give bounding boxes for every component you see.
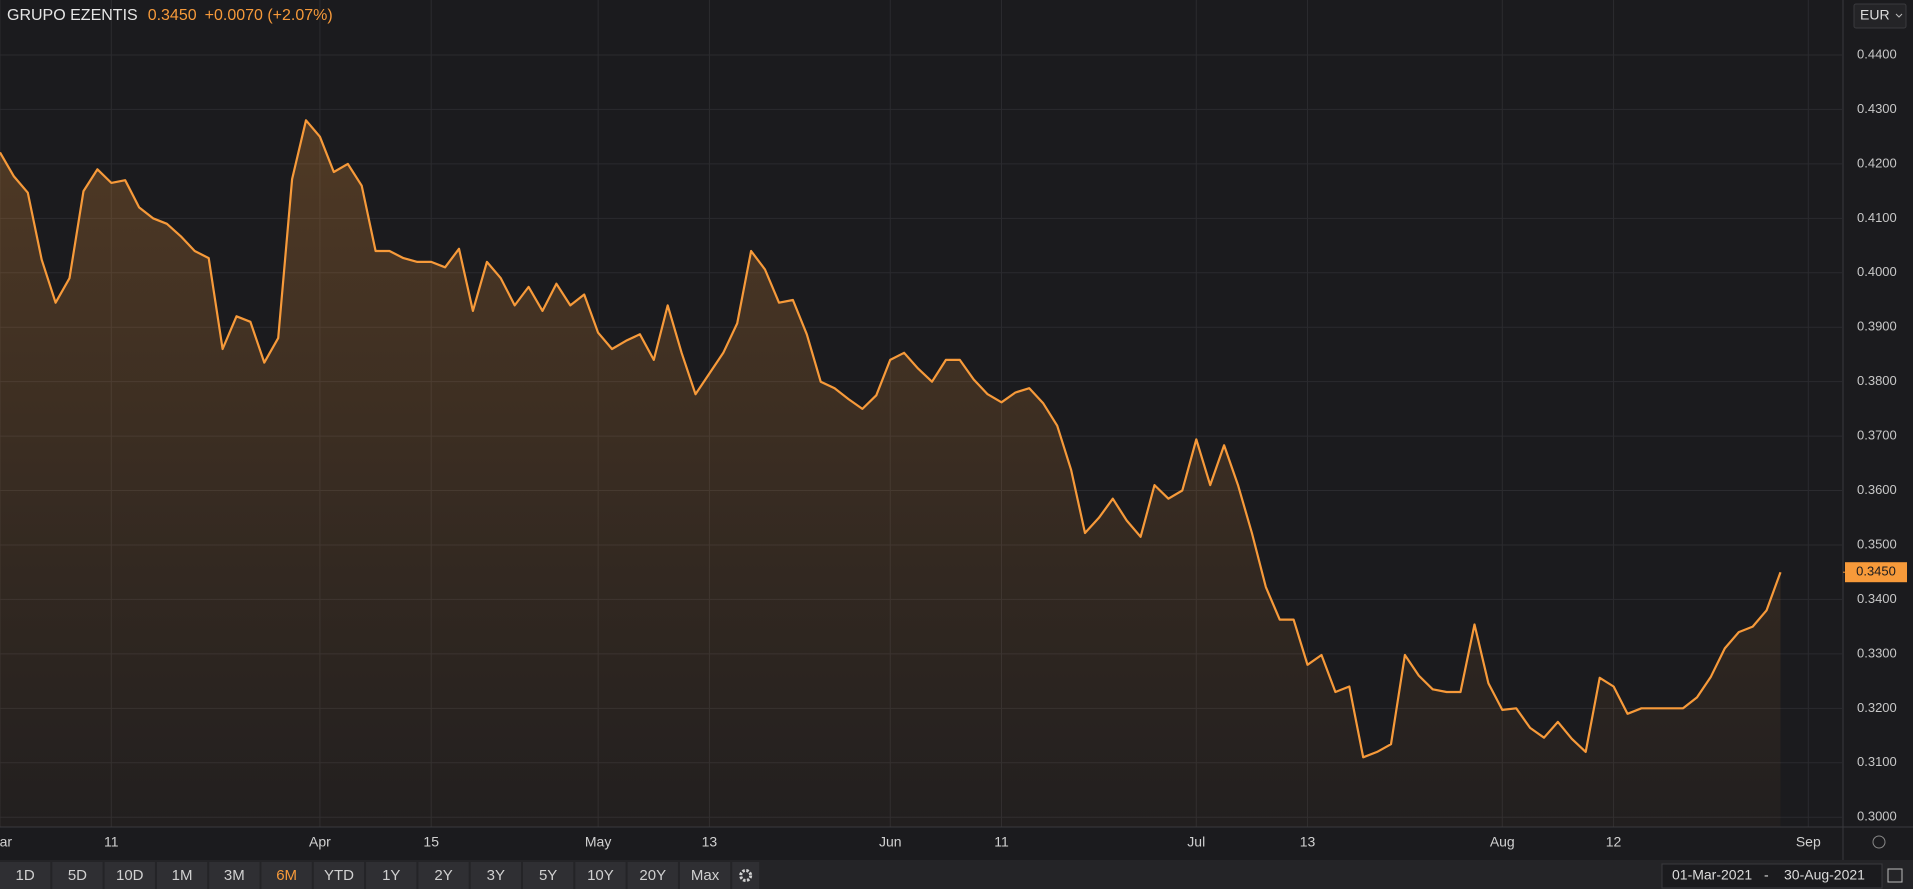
gear-icon[interactable] [739, 869, 753, 882]
range-button[interactable] [209, 862, 260, 889]
range-button-label[interactable]: 1M [172, 867, 193, 884]
range-button-label[interactable]: 2Y [434, 867, 452, 884]
y-tick-label: 0.3100 [1857, 754, 1897, 769]
y-tick-label: 0.4100 [1857, 210, 1897, 225]
price-change: +0.0070 (+2.07%) [205, 7, 333, 24]
y-tick-label: 0.4000 [1857, 264, 1897, 279]
last-price-tag-label: 0.3450 [1856, 564, 1896, 579]
sun-icon[interactable] [1872, 835, 1886, 849]
x-tick-label: May [585, 834, 611, 850]
range-button[interactable] [52, 862, 103, 889]
date-to[interactable]: 30-Aug-2021 [1784, 867, 1865, 883]
settings-button[interactable] [732, 862, 760, 889]
x-tick-label: 13 [702, 834, 718, 850]
range-button[interactable] [156, 862, 208, 889]
x-tick-label: 15 [423, 834, 439, 850]
range-button[interactable] [575, 862, 626, 889]
range-button[interactable] [523, 862, 574, 889]
y-tick-label: 0.3700 [1857, 428, 1897, 443]
y-tick-label: 0.4300 [1857, 101, 1897, 116]
range-button-label[interactable]: 20Y [639, 867, 666, 884]
currency-label[interactable]: EUR [1860, 7, 1890, 23]
range-button-label[interactable]: 5D [68, 867, 87, 884]
y-tick-label: 0.3900 [1857, 319, 1897, 334]
y-tick-label: 0.3400 [1857, 591, 1897, 606]
settings-icon[interactable] [1872, 835, 1886, 849]
range-button-label[interactable]: 6M [276, 867, 297, 884]
range-button[interactable] [627, 862, 678, 889]
currency-dropdown[interactable] [1853, 3, 1907, 29]
calendar-icon[interactable] [1887, 868, 1903, 883]
range-button-label[interactable]: 1D [16, 867, 35, 884]
range-button-label[interactable]: Max [691, 867, 720, 884]
range-button-label[interactable]: 10D [116, 867, 144, 884]
range-button[interactable] [313, 862, 365, 889]
range-button[interactable] [679, 862, 731, 889]
range-button-label[interactable]: 5Y [539, 867, 557, 884]
x-tick-label: Jul [1187, 834, 1205, 850]
dropdown-arrow [1895, 13, 1903, 18]
range-button[interactable] [261, 862, 312, 889]
range-button[interactable] [366, 862, 417, 889]
x-tick-label: Sep [1796, 834, 1821, 850]
range-button[interactable] [0, 862, 51, 889]
y-tick-label: 0.3200 [1857, 700, 1897, 715]
last-price: 0.3450 [148, 7, 197, 24]
date-range-box[interactable] [1661, 863, 1883, 889]
x-tick-label: 12 [1606, 834, 1622, 850]
range-button-label[interactable]: 3M [224, 867, 245, 884]
range-button[interactable] [104, 862, 155, 889]
range-button-label[interactable]: YTD [324, 867, 354, 884]
y-tick-label: 0.3000 [1857, 809, 1897, 824]
instrument-name: GRUPO EZENTIS [7, 7, 138, 24]
area-fill [0, 120, 1781, 828]
x-tick-label: Jun [879, 834, 902, 850]
range-button-label[interactable]: 1Y [382, 867, 400, 884]
x-tick-label: 13 [1300, 834, 1316, 850]
y-tick-label: 0.3600 [1857, 482, 1897, 497]
range-button-label[interactable]: 3Y [487, 867, 505, 884]
x-tick-label: Apr [309, 834, 331, 850]
date-separator: - [1764, 867, 1769, 883]
x-tick-label: Aug [1490, 834, 1515, 850]
price-line [0, 119, 1782, 759]
date-from[interactable]: 01-Mar-2021 [1672, 867, 1752, 883]
range-button[interactable] [470, 862, 521, 889]
range-button-label[interactable]: 10Y [587, 867, 614, 884]
y-tick-label: 0.3500 [1857, 536, 1897, 551]
y-tick-label: 0.4400 [1857, 46, 1897, 61]
x-tick-label: 11 [994, 834, 1009, 850]
y-tick-label: 0.4200 [1857, 155, 1897, 170]
y-tick-label: 0.3300 [1857, 645, 1897, 660]
last-price-tag [1845, 562, 1907, 583]
range-button[interactable] [418, 862, 469, 889]
x-tick-label: 11 [104, 834, 119, 850]
x-tick-label: Mar [0, 834, 12, 850]
y-tick-label: 0.3800 [1857, 373, 1897, 388]
